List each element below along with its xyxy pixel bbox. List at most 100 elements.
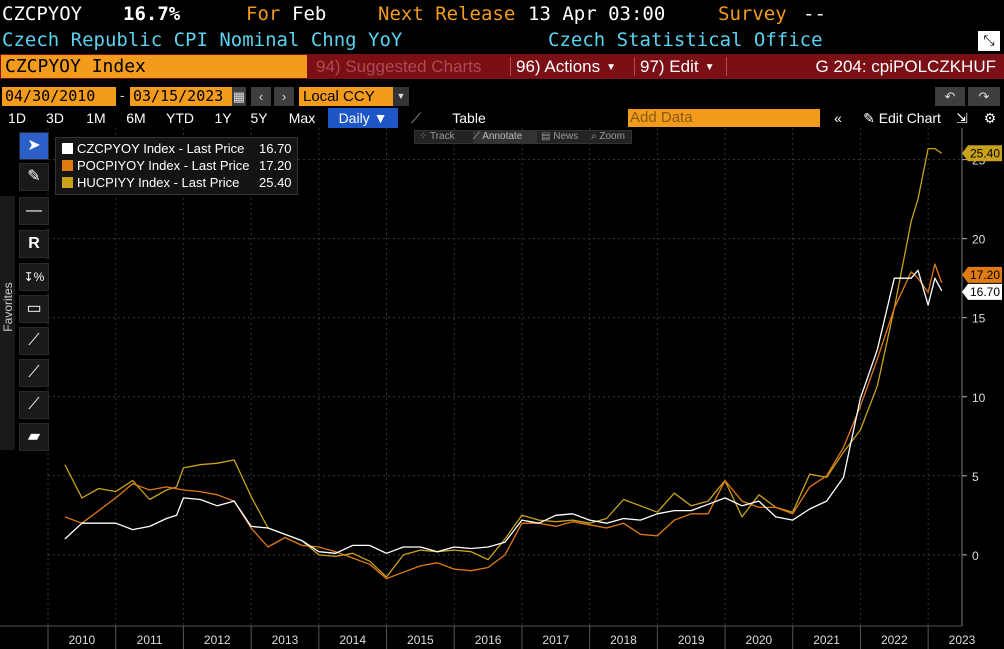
- redo-button[interactable]: ↷: [968, 87, 1000, 106]
- description-row: Czech Republic CPI Nominal Chng YoY Czec…: [0, 28, 1004, 53]
- security-header: CZCPYOY 16.7% For Feb Next Release 13 Ap…: [0, 0, 1004, 28]
- text-annotation-icon[interactable]: R: [19, 230, 49, 258]
- tab-5y[interactable]: 5Y: [250, 110, 268, 126]
- caret-down-icon: ▼: [704, 62, 715, 74]
- annotate-mode[interactable]: ⟋ Annotate: [473, 131, 537, 143]
- favorites-strip[interactable]: [0, 196, 15, 450]
- next-release-value: 13 Apr 03:00: [528, 3, 666, 25]
- x-tick-label: 2018: [610, 633, 637, 647]
- export-icon[interactable]: ⇲: [956, 110, 968, 126]
- divider: [634, 57, 635, 76]
- tab-max[interactable]: Max: [288, 110, 316, 126]
- currency-select[interactable]: Local CCY ▼: [299, 87, 409, 106]
- pointer-icon[interactable]: ➤: [19, 132, 49, 160]
- security-field[interactable]: CZCPYOY Index: [1, 55, 307, 78]
- chart-mode-bar: ⁘ Track ⟋ Annotate ▤ News ⌕ Zoom: [414, 130, 632, 144]
- news-mode[interactable]: ▤ News: [541, 131, 587, 143]
- suggested-charts-button[interactable]: 94) Suggested Charts: [316, 57, 482, 76]
- track-mode[interactable]: ⁘ Track: [419, 131, 471, 143]
- x-tick-label: 2014: [339, 633, 366, 647]
- pen-icon[interactable]: ✎: [19, 163, 49, 191]
- edit-label: 97) Edit: [640, 57, 699, 76]
- edit-chart-button[interactable]: ✎ Edit Chart: [856, 108, 948, 128]
- next-period-button[interactable]: ›: [274, 87, 294, 106]
- tab-1m[interactable]: 1M: [86, 110, 106, 126]
- last-value-label: 25.40: [970, 146, 1000, 160]
- zoom-icon: ⌕: [591, 131, 600, 142]
- x-tick-label: 2021: [813, 633, 840, 647]
- x-tick-label: 2019: [678, 633, 705, 647]
- tab-1d[interactable]: 1D: [8, 110, 26, 126]
- last-value-label: 17.20: [970, 268, 1000, 282]
- add-data-input[interactable]: Add Data: [628, 109, 820, 127]
- legend-entry-pl[interactable]: POCPIYOY Index - Last Price 17.20: [62, 158, 292, 174]
- channel-icon[interactable]: ⟋: [19, 391, 49, 419]
- last-value-tag: [962, 283, 1002, 300]
- edit-menu[interactable]: 97) Edit ▼: [640, 56, 715, 77]
- prev-period-button[interactable]: ‹: [251, 87, 271, 106]
- chart-grid: [47, 128, 962, 626]
- annotate-icon: ⟋: [473, 131, 483, 142]
- y-tick-label: 0: [972, 549, 979, 563]
- start-date-input[interactable]: 04/30/2010: [2, 87, 116, 106]
- undo-button[interactable]: ↶: [935, 87, 965, 106]
- last-value-label: 16.70: [970, 285, 1000, 299]
- y-tick-label: 20: [972, 233, 986, 247]
- caret-down-icon: ▼: [606, 62, 617, 74]
- expand-icon[interactable]: ⤡: [978, 31, 1000, 51]
- fill-region-icon[interactable]: ▰: [19, 423, 49, 451]
- currency-value: Local CCY: [303, 88, 375, 105]
- series-line-2[interactable]: [64, 147, 943, 578]
- legend-name: CZCPYOY Index - Last Price: [77, 141, 245, 156]
- legend-value: 17.20: [259, 158, 292, 173]
- chart-legend[interactable]: CZCPYOY Index - Last Price 16.70 POCPIYOY…: [55, 137, 298, 195]
- rectangle-icon[interactable]: ▭: [19, 295, 49, 323]
- legend-entry-cz[interactable]: CZCPYOY Index - Last Price 16.70: [62, 141, 292, 157]
- date-separator: -: [120, 87, 125, 103]
- collapse-icon[interactable]: «: [834, 110, 842, 126]
- horizontal-line-icon[interactable]: —: [19, 197, 49, 225]
- last-price: 16.7%: [123, 3, 181, 25]
- zoom-label: Zoom: [599, 131, 625, 142]
- legend-value: 25.40: [259, 175, 292, 190]
- series-line-0[interactable]: [64, 269, 943, 554]
- for-label: For: [246, 3, 281, 25]
- period-tabs: 1D 3D 1M 6M YTD 1Y 5Y Max Daily ▼ ⟋ Tabl…: [0, 108, 1004, 128]
- news-label: News: [553, 131, 579, 142]
- period-select[interactable]: Daily ▼: [328, 108, 398, 128]
- legend-swatch: [62, 160, 73, 171]
- drawing-toolbar: ➤ ✎ — R ↧% ▭ ⟋ ⟋ ⟋ ▰: [19, 130, 49, 451]
- caret-down-icon: ▼: [393, 87, 409, 106]
- favorites-label[interactable]: Favorites: [1, 282, 15, 332]
- end-date-input[interactable]: 03/15/2023: [130, 87, 246, 106]
- gear-icon[interactable]: ⚙: [983, 110, 997, 126]
- zoom-mode[interactable]: ⌕ Zoom: [591, 131, 633, 143]
- survey-value: --: [803, 3, 826, 25]
- x-tick-label: 2010: [69, 633, 96, 647]
- actions-menu[interactable]: 96) Actions ▼: [516, 56, 616, 77]
- news-icon: ▤: [541, 131, 554, 142]
- legend-entry-hu[interactable]: HUCPIYY Index - Last Price 25.40: [62, 175, 292, 191]
- annotate-label: Annotate: [482, 131, 523, 142]
- table-button[interactable]: Table: [452, 110, 486, 126]
- plot-background: [48, 128, 962, 626]
- tab-6m[interactable]: 6M: [126, 110, 146, 126]
- x-tick-label: 2013: [272, 633, 299, 647]
- series-line-1[interactable]: [64, 263, 943, 580]
- tab-1y[interactable]: 1Y: [214, 110, 232, 126]
- line-chart-icon[interactable]: ⟋: [411, 110, 421, 126]
- trendline-icon[interactable]: ⟋: [19, 327, 49, 355]
- x-axis: 2010 2011 2012 2013 2014 2015 2016 2017 2018 2019…: [0, 625, 976, 649]
- x-tick-label: 2011: [137, 633, 163, 647]
- legend-value: 16.70: [259, 141, 292, 156]
- percent-change-icon[interactable]: ↧%: [19, 263, 49, 291]
- date-range-bar: 04/30/2010 - 03/15/2023 ▦ ‹ › Local CCY ▼…: [0, 85, 1004, 107]
- x-tick-label: 2023: [949, 633, 976, 647]
- tab-3d[interactable]: 3D: [46, 110, 64, 126]
- calendar-icon[interactable]: ▦: [232, 87, 246, 106]
- ray-icon[interactable]: ⟋: [19, 359, 49, 387]
- last-value-tag: [962, 145, 1002, 162]
- tab-ytd[interactable]: YTD: [166, 110, 194, 126]
